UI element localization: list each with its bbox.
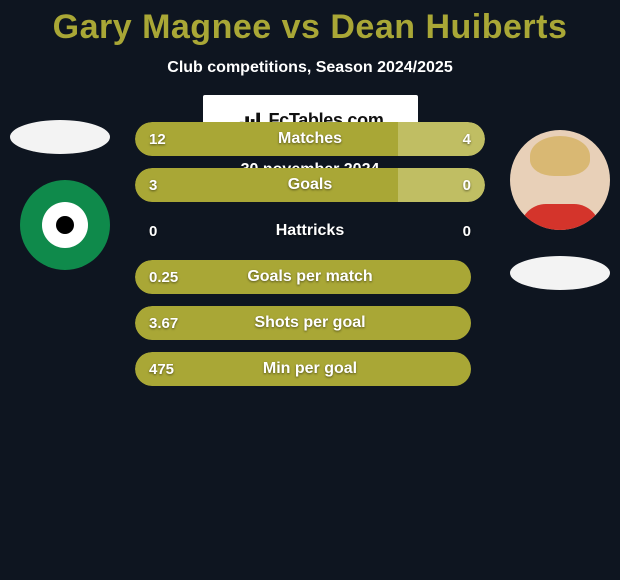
stat-row: 12Matches4 bbox=[135, 122, 485, 156]
stat-right-value: 4 bbox=[463, 122, 471, 156]
stat-row: 3.67Shots per goal bbox=[135, 306, 485, 340]
right-player-avatar bbox=[510, 130, 610, 230]
stat-label: Min per goal bbox=[135, 352, 485, 386]
right-player-flag bbox=[510, 256, 610, 290]
stat-label: Shots per goal bbox=[135, 306, 485, 340]
stat-right-value: 0 bbox=[463, 168, 471, 202]
stat-label: Goals per match bbox=[135, 260, 485, 294]
stat-label: Hattricks bbox=[135, 214, 485, 248]
left-player-flag bbox=[10, 120, 110, 154]
left-player-club-badge bbox=[20, 180, 110, 270]
stat-row: 3Goals0 bbox=[135, 168, 485, 202]
stat-row: 0.25Goals per match bbox=[135, 260, 485, 294]
stat-right-value: 0 bbox=[463, 214, 471, 248]
page-subtitle: Club competitions, Season 2024/2025 bbox=[0, 59, 620, 77]
avatar-hair bbox=[530, 136, 590, 176]
stat-row: 0Hattricks0 bbox=[135, 214, 485, 248]
comparison-bars: 12Matches43Goals00Hattricks00.25Goals pe… bbox=[135, 122, 485, 398]
stat-label: Goals bbox=[135, 168, 485, 202]
avatar-shirt bbox=[520, 204, 600, 230]
stat-label: Matches bbox=[135, 122, 485, 156]
stat-row: 475Min per goal bbox=[135, 352, 485, 386]
page-title: Gary Magnee vs Dean Huiberts bbox=[0, 0, 620, 47]
